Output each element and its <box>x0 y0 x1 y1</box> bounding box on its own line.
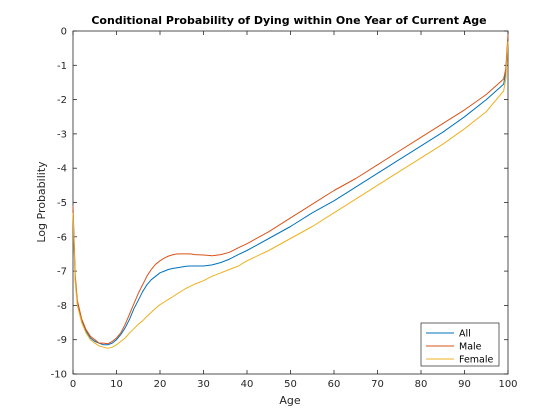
y-tick-label: 0 <box>61 27 67 38</box>
y-axis-label: Log Probability <box>35 161 48 243</box>
x-tick-label: 100 <box>498 379 517 390</box>
y-tick-label: -2 <box>57 95 67 106</box>
y-tick-label: -4 <box>57 164 67 175</box>
y-tick-label: -1 <box>57 61 67 72</box>
legend-label-all: All <box>459 329 471 340</box>
y-tick-label: -10 <box>51 370 67 381</box>
y-tick-label: -3 <box>57 129 67 140</box>
axis-ticks: 0 10 20 30 40 50 60 70 80 90 100 0 -1 -2 -3 -4 -5 -6 -7 -8 -… <box>51 27 518 391</box>
y-tick-label: -9 <box>57 335 67 346</box>
chart-title: Conditional Probability of Dying within … <box>91 14 486 27</box>
x-tick-label: 20 <box>154 379 167 390</box>
x-tick-label: 80 <box>415 379 428 390</box>
series-line-all <box>72 37 509 346</box>
x-tick-label: 60 <box>328 379 341 390</box>
legend-label-female: Female <box>459 355 494 366</box>
y-tick-label: -8 <box>57 301 67 312</box>
x-tick-label: 50 <box>284 379 297 390</box>
x-tick-label: 0 <box>70 379 76 390</box>
y-tick-label: -7 <box>57 267 67 278</box>
x-tick-label: 10 <box>110 379 123 390</box>
x-axis-label: Age <box>279 394 301 407</box>
x-tick-label: 90 <box>458 379 471 390</box>
series-lines <box>72 34 509 349</box>
legend-label-male: Male <box>459 342 482 353</box>
x-tick-label: 40 <box>241 379 254 390</box>
legend: All Male Female <box>420 322 500 367</box>
y-tick-label: -5 <box>57 198 67 209</box>
x-tick-label: 70 <box>371 379 384 390</box>
x-tick-label: 30 <box>197 379 210 390</box>
series-line-female <box>72 41 509 349</box>
plot-area <box>72 30 509 375</box>
series-line-male <box>72 34 509 345</box>
y-tick-label: -6 <box>57 232 67 243</box>
